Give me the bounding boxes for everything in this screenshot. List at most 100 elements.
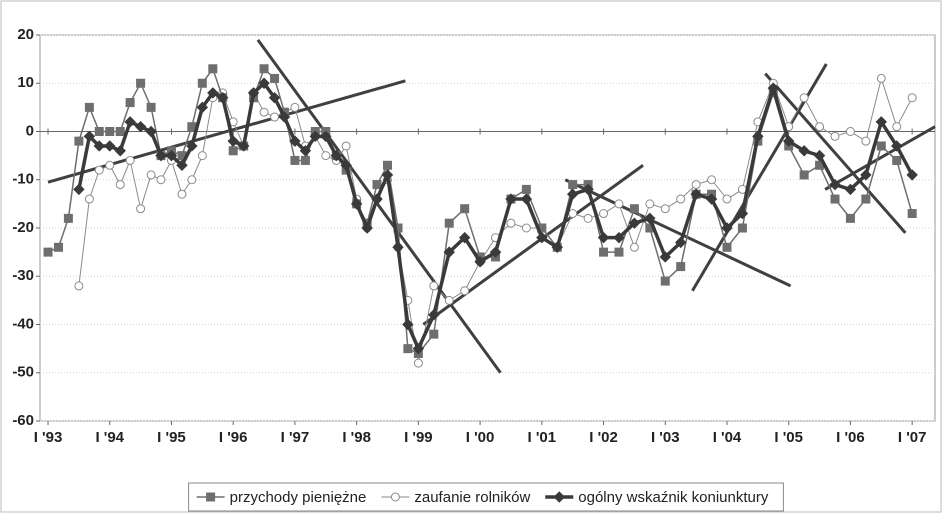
marker bbox=[737, 223, 747, 233]
marker bbox=[861, 194, 871, 204]
y-tick-label: 20 bbox=[17, 26, 34, 43]
marker bbox=[521, 223, 531, 233]
y-tick-label: -10 bbox=[12, 171, 34, 188]
marker bbox=[207, 87, 219, 99]
marker bbox=[372, 180, 382, 190]
marker bbox=[566, 188, 579, 200]
marker bbox=[443, 246, 455, 258]
marker bbox=[146, 170, 156, 180]
x-tick-label: I '00 bbox=[466, 429, 495, 446]
marker bbox=[674, 236, 687, 249]
marker bbox=[583, 213, 593, 223]
marker bbox=[690, 188, 702, 200]
x-tick-label: I '03 bbox=[651, 429, 680, 446]
marker bbox=[892, 155, 902, 165]
marker bbox=[177, 189, 187, 199]
marker bbox=[644, 212, 656, 225]
marker bbox=[520, 193, 533, 205]
marker bbox=[403, 344, 413, 354]
marker bbox=[341, 141, 351, 151]
marker bbox=[63, 213, 73, 223]
marker bbox=[268, 92, 281, 104]
marker bbox=[829, 178, 841, 191]
marker bbox=[876, 73, 886, 83]
y-tick-label: -20 bbox=[12, 219, 34, 236]
marker bbox=[330, 149, 342, 162]
marker bbox=[73, 183, 85, 196]
marker bbox=[860, 169, 872, 181]
y-tick-label: -50 bbox=[12, 364, 34, 381]
marker bbox=[84, 194, 94, 204]
marker bbox=[582, 183, 594, 196]
marker bbox=[74, 281, 84, 291]
marker bbox=[845, 127, 855, 136]
marker bbox=[907, 209, 917, 219]
marker bbox=[259, 64, 269, 74]
marker bbox=[614, 199, 624, 209]
marker bbox=[361, 222, 373, 234]
marker bbox=[247, 87, 260, 99]
y-tick-label: -30 bbox=[12, 267, 34, 284]
marker bbox=[597, 231, 610, 244]
marker bbox=[676, 194, 686, 204]
x-tick-label: I '95 bbox=[157, 429, 186, 446]
marker bbox=[114, 145, 126, 157]
marker bbox=[599, 247, 609, 257]
marker bbox=[309, 130, 321, 143]
marker bbox=[290, 155, 300, 165]
marker bbox=[392, 241, 404, 254]
y-tick-label: -60 bbox=[12, 412, 34, 429]
marker bbox=[155, 149, 167, 162]
marker bbox=[125, 98, 135, 108]
marker bbox=[907, 93, 917, 103]
marker bbox=[74, 136, 84, 146]
marker bbox=[278, 111, 291, 123]
y-tick-label: 0 bbox=[26, 122, 34, 139]
marker bbox=[289, 135, 301, 147]
marker bbox=[429, 329, 439, 339]
marker bbox=[705, 193, 718, 205]
marker bbox=[156, 175, 166, 185]
marker bbox=[599, 209, 609, 219]
marker bbox=[830, 131, 840, 141]
trend-line bbox=[256, 38, 502, 374]
marker bbox=[208, 64, 218, 74]
x-tick-label: I '02 bbox=[589, 429, 618, 446]
marker bbox=[521, 184, 531, 194]
x-tick-label: I '06 bbox=[836, 429, 865, 446]
marker bbox=[383, 160, 393, 170]
marker bbox=[136, 204, 146, 214]
marker bbox=[237, 140, 250, 152]
marker bbox=[614, 247, 624, 257]
marker bbox=[115, 127, 125, 136]
x-tick-label: I '04 bbox=[713, 429, 742, 446]
marker bbox=[428, 309, 440, 321]
x-tick-label: I '97 bbox=[281, 429, 310, 446]
marker bbox=[659, 251, 671, 263]
marker bbox=[536, 231, 548, 244]
marker bbox=[320, 130, 332, 143]
marker bbox=[429, 281, 439, 291]
x-tick-label: I '93 bbox=[34, 429, 63, 446]
x-tick-label: I '94 bbox=[95, 429, 124, 446]
marker bbox=[660, 276, 670, 286]
marker bbox=[474, 256, 486, 268]
marker bbox=[551, 241, 563, 254]
marker bbox=[813, 149, 826, 162]
marker bbox=[125, 155, 135, 165]
marker bbox=[458, 231, 471, 244]
marker bbox=[259, 107, 269, 117]
marker bbox=[629, 242, 639, 252]
marker bbox=[300, 155, 310, 165]
legend-marker bbox=[390, 492, 400, 502]
marker bbox=[412, 342, 425, 355]
marker bbox=[906, 169, 918, 181]
marker bbox=[227, 135, 239, 147]
marker bbox=[104, 140, 116, 152]
marker bbox=[460, 204, 470, 214]
marker bbox=[165, 149, 178, 162]
legend-label: przychody pieniężne bbox=[230, 489, 367, 506]
marker bbox=[799, 170, 809, 180]
marker bbox=[505, 193, 517, 205]
marker bbox=[83, 130, 96, 143]
